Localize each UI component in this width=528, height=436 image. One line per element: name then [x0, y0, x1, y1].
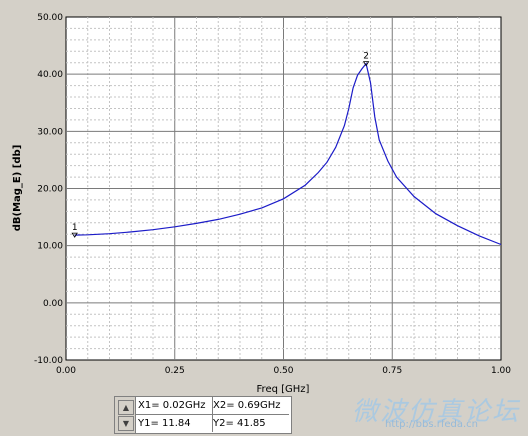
y-tick-label: -10.00 — [34, 356, 63, 366]
x-tick-label: 0.00 — [56, 366, 76, 376]
grid — [66, 17, 501, 360]
marker-label: 2 — [363, 52, 369, 62]
x-tick-label: 0.75 — [382, 366, 402, 376]
y-tick-label: 0.00 — [43, 299, 63, 309]
marker-label: 1 — [72, 223, 78, 233]
y-axis-label: dB(Mag_E) [db] — [12, 145, 23, 232]
marker-x1-value: X1= 0.02GHz — [136, 397, 213, 415]
marker-y1-value: Y1= 11.84 — [136, 415, 213, 432]
x-axis-label: Freq [GHz] — [257, 384, 310, 395]
watermark-text: 微波仿真论坛 — [351, 397, 520, 427]
series-line-mag-e — [74, 62, 502, 246]
scroll-down-arrow-icon[interactable]: ▼ — [118, 416, 134, 431]
marker-y2-value: Y2= 41.85 — [213, 418, 266, 429]
y-tick-label: 30.00 — [37, 127, 63, 137]
tick-labels: 0.00 0.25 0.50 0.75 1.00-10.000.0010.0020.00… — [34, 13, 511, 376]
marker-scroll: ▲ ▼ — [115, 397, 136, 433]
scroll-up-arrow-icon[interactable]: ▲ — [118, 400, 134, 415]
watermark-url: http://bbs.rfeda.cn — [385, 419, 478, 430]
y-tick-label: 40.00 — [37, 70, 63, 80]
x-tick-label: 1.00 — [491, 366, 511, 376]
marker-readout-table: ▲ ▼ X1= 0.02GHz X2= 0.69GHz Y1= 11.84 Y2… — [114, 396, 292, 434]
marker-triangle — [71, 232, 78, 238]
y-tick-label: 20.00 — [37, 185, 63, 195]
y-tick-label: 10.00 — [37, 242, 63, 252]
marker-triangle — [362, 61, 370, 67]
x-tick-label: 0.25 — [165, 366, 185, 376]
markers: 12 — [71, 52, 370, 238]
marker-x2-value: X2= 0.69GHz — [211, 397, 289, 415]
x-tick-label: 0.50 — [273, 366, 293, 376]
y-tick-label: 50.00 — [37, 13, 63, 23]
